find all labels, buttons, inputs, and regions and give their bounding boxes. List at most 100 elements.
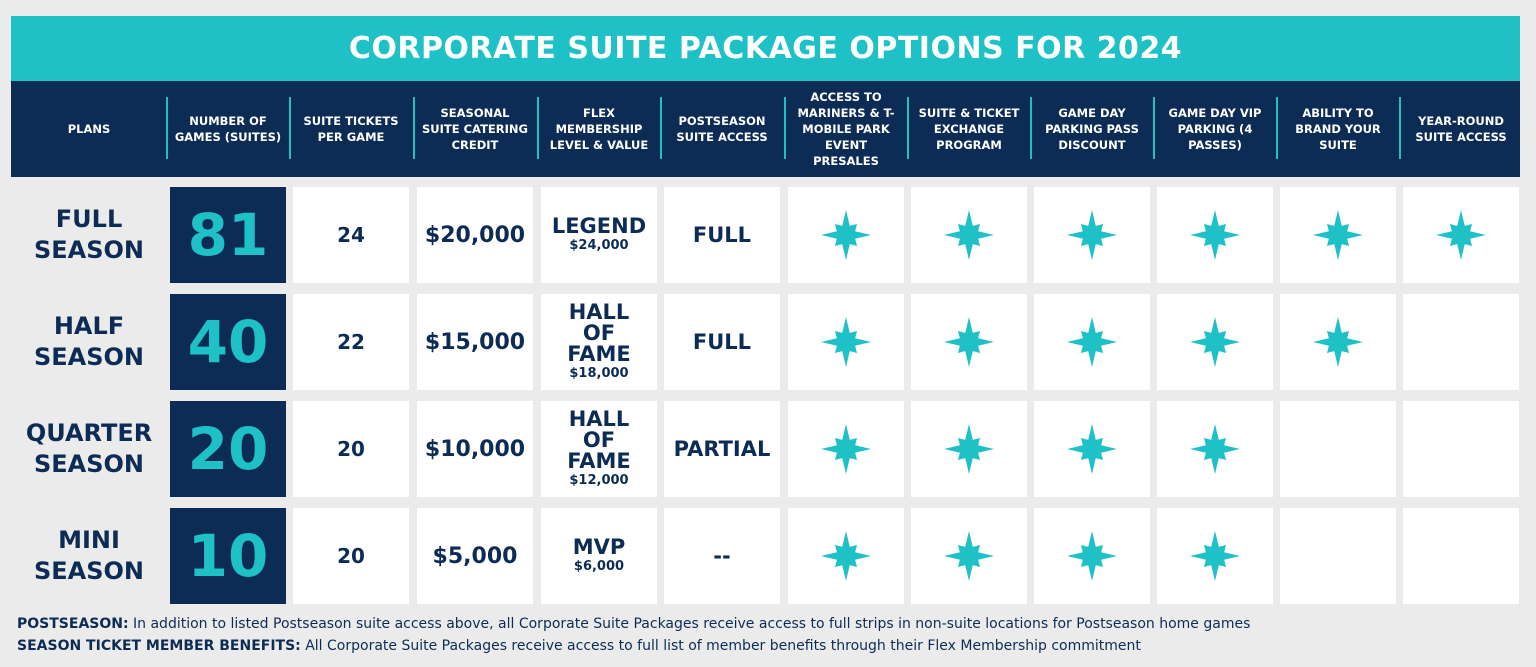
catering-credit-value: $5,000	[417, 508, 533, 604]
flex-membership-cell: MVP $6,000	[541, 508, 657, 604]
benefit-year-round-access	[1403, 401, 1519, 497]
suite-tickets-value: 20	[293, 401, 409, 497]
footnote-label: POSTSEASON:	[17, 616, 129, 632]
compass-star-icon	[1190, 317, 1240, 367]
benefit-parking-discount	[1034, 401, 1150, 497]
footnote-text: All Corporate Suite Packages receive acc…	[300, 638, 1141, 654]
plan-name: HALF SEASON	[33, 312, 145, 371]
benefit-vip-parking	[1157, 401, 1273, 497]
flex-membership-cell: HALL OF FAME $12,000	[541, 401, 657, 497]
compass-star-icon	[1067, 317, 1117, 367]
compass-star-icon	[1067, 424, 1117, 474]
compass-star-icon	[821, 424, 871, 474]
benefit-event-presales	[788, 294, 904, 390]
catering-credit-value: $20,000	[417, 187, 533, 283]
compass-star-icon	[1067, 531, 1117, 581]
header-divider	[1276, 97, 1278, 159]
flex-value: $12,000	[569, 473, 629, 488]
header-divider	[1399, 97, 1401, 159]
games-count: 20	[170, 401, 286, 497]
compass-star-icon	[1313, 317, 1363, 367]
benefit-brand-suite	[1280, 508, 1396, 604]
table-header: PLANS NUMBER OF GAMES (SUITES) SUITE TICKE…	[11, 81, 1520, 177]
header-suite-tickets: SUITE TICKETS PER GAME	[303, 114, 399, 144]
header-divider	[413, 97, 415, 159]
plan-name: QUARTER SEASON	[25, 419, 153, 478]
compass-star-icon	[944, 424, 994, 474]
compass-star-icon	[1190, 424, 1240, 474]
benefit-event-presales	[788, 187, 904, 283]
header-divider	[784, 97, 786, 159]
plan-name: FULL SEASON	[33, 205, 145, 264]
header-event-presales: ACCESS TO MARINERS & T-MOBILE PARK EVENT…	[797, 90, 895, 168]
compass-star-icon	[1190, 210, 1240, 260]
header-divider	[660, 97, 662, 159]
compass-star-icon	[821, 531, 871, 581]
catering-credit-value: $10,000	[417, 401, 533, 497]
benefit-ticket-exchange	[911, 294, 1027, 390]
benefit-brand-suite	[1280, 294, 1396, 390]
flex-level: MVP	[572, 535, 626, 559]
benefit-parking-discount	[1034, 187, 1150, 283]
flex-level: HALL OF FAME	[567, 407, 631, 473]
benefit-year-round-access	[1403, 508, 1519, 604]
header-divider	[166, 97, 168, 159]
suite-tickets-value: 24	[293, 187, 409, 283]
postseason-access-value: FULL	[664, 187, 780, 283]
page-title: CORPORATE SUITE PACKAGE OPTIONS FOR 2024	[11, 16, 1520, 81]
compass-star-icon	[1067, 210, 1117, 260]
suite-tickets-value: 20	[293, 508, 409, 604]
header-divider	[1153, 97, 1155, 159]
benefit-vip-parking	[1157, 508, 1273, 604]
footnote-postseason: POSTSEASON: In addition to listed Postse…	[17, 616, 1250, 632]
header-flex-membership: FLEX MEMBERSHIP LEVEL & VALUE	[549, 106, 649, 152]
header-divider	[1030, 97, 1032, 159]
benefit-ticket-exchange	[911, 508, 1027, 604]
footnote-label: SEASON TICKET MEMBER BENEFITS:	[17, 638, 301, 654]
footnote-text: In addition to listed Postseason suite a…	[128, 616, 1251, 632]
flex-level: HALL OF FAME	[567, 300, 631, 366]
compass-star-icon	[1190, 531, 1240, 581]
suite-tickets-value: 22	[293, 294, 409, 390]
header-postseason-access: POSTSEASON SUITE ACCESS	[676, 114, 768, 144]
compass-star-icon	[944, 531, 994, 581]
flex-value: $6,000	[573, 559, 625, 574]
benefit-brand-suite	[1280, 401, 1396, 497]
benefit-ticket-exchange	[911, 401, 1027, 497]
header-number-of-games: NUMBER OF GAMES (SUITES)	[174, 114, 282, 144]
header-brand-suite: ABILITY TO BRAND YOUR SUITE	[1295, 106, 1381, 152]
postseason-access-value: FULL	[664, 294, 780, 390]
catering-credit-value: $15,000	[417, 294, 533, 390]
compass-star-icon	[944, 210, 994, 260]
header-ticket-exchange: SUITE & TICKET EXCHANGE PROGRAM	[918, 106, 1020, 152]
footnote-member-benefits: SEASON TICKET MEMBER BENEFITS: All Corpo…	[17, 638, 1141, 654]
benefit-vip-parking	[1157, 187, 1273, 283]
compass-star-icon	[821, 210, 871, 260]
header-divider	[289, 97, 291, 159]
flex-level: LEGEND	[551, 214, 647, 238]
games-count: 10	[170, 508, 286, 604]
games-count: 40	[170, 294, 286, 390]
benefit-year-round-access	[1403, 294, 1519, 390]
benefit-brand-suite	[1280, 187, 1396, 283]
games-count: 81	[170, 187, 286, 283]
benefit-event-presales	[788, 401, 904, 497]
header-parking-discount: GAME DAY PARKING PASS DISCOUNT	[1045, 106, 1139, 152]
header-year-round-access: YEAR-ROUND SUITE ACCESS	[1415, 114, 1507, 144]
benefit-parking-discount	[1034, 294, 1150, 390]
postseason-access-value: PARTIAL	[664, 401, 780, 497]
benefit-parking-discount	[1034, 508, 1150, 604]
flex-membership-cell: LEGEND $24,000	[541, 187, 657, 283]
postseason-access-value: --	[664, 508, 780, 604]
flex-value: $24,000	[569, 238, 629, 253]
benefit-event-presales	[788, 508, 904, 604]
plan-name: MINI SEASON	[33, 526, 145, 585]
flex-value: $18,000	[569, 366, 629, 381]
benefit-vip-parking	[1157, 294, 1273, 390]
compass-star-icon	[1436, 210, 1486, 260]
header-vip-parking: GAME DAY VIP PARKING (4 PASSES)	[1168, 106, 1262, 152]
flex-membership-cell: HALL OF FAME $18,000	[541, 294, 657, 390]
compass-star-icon	[944, 317, 994, 367]
compass-star-icon	[821, 317, 871, 367]
header-divider	[537, 97, 539, 159]
